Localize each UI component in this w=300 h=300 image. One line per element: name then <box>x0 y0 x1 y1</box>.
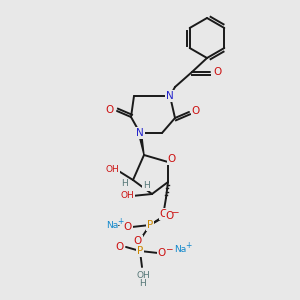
Text: −: − <box>165 244 173 253</box>
Text: O: O <box>192 106 200 116</box>
Text: O: O <box>166 211 174 221</box>
Text: H: H <box>142 182 149 190</box>
Text: H: H <box>122 179 128 188</box>
Text: O: O <box>160 209 168 219</box>
Text: H: H <box>140 280 146 289</box>
Polygon shape <box>139 133 144 155</box>
Text: O: O <box>168 154 176 164</box>
Text: O: O <box>116 242 124 252</box>
Text: OH: OH <box>136 271 150 280</box>
Text: N: N <box>136 128 144 138</box>
Text: P: P <box>147 220 153 230</box>
Text: O: O <box>106 105 114 115</box>
Text: O: O <box>134 236 142 246</box>
Text: +: + <box>117 217 123 226</box>
Text: +: + <box>185 241 191 250</box>
Text: N: N <box>166 91 174 101</box>
Text: −: − <box>171 208 179 217</box>
Text: OH: OH <box>120 191 134 200</box>
Text: Na: Na <box>106 220 118 230</box>
Text: Na: Na <box>174 245 186 254</box>
Text: OH: OH <box>105 166 119 175</box>
Text: O: O <box>124 222 132 232</box>
Text: O: O <box>213 67 221 77</box>
Text: P: P <box>137 246 143 256</box>
Text: ·: · <box>117 220 121 233</box>
Text: O: O <box>158 248 166 258</box>
